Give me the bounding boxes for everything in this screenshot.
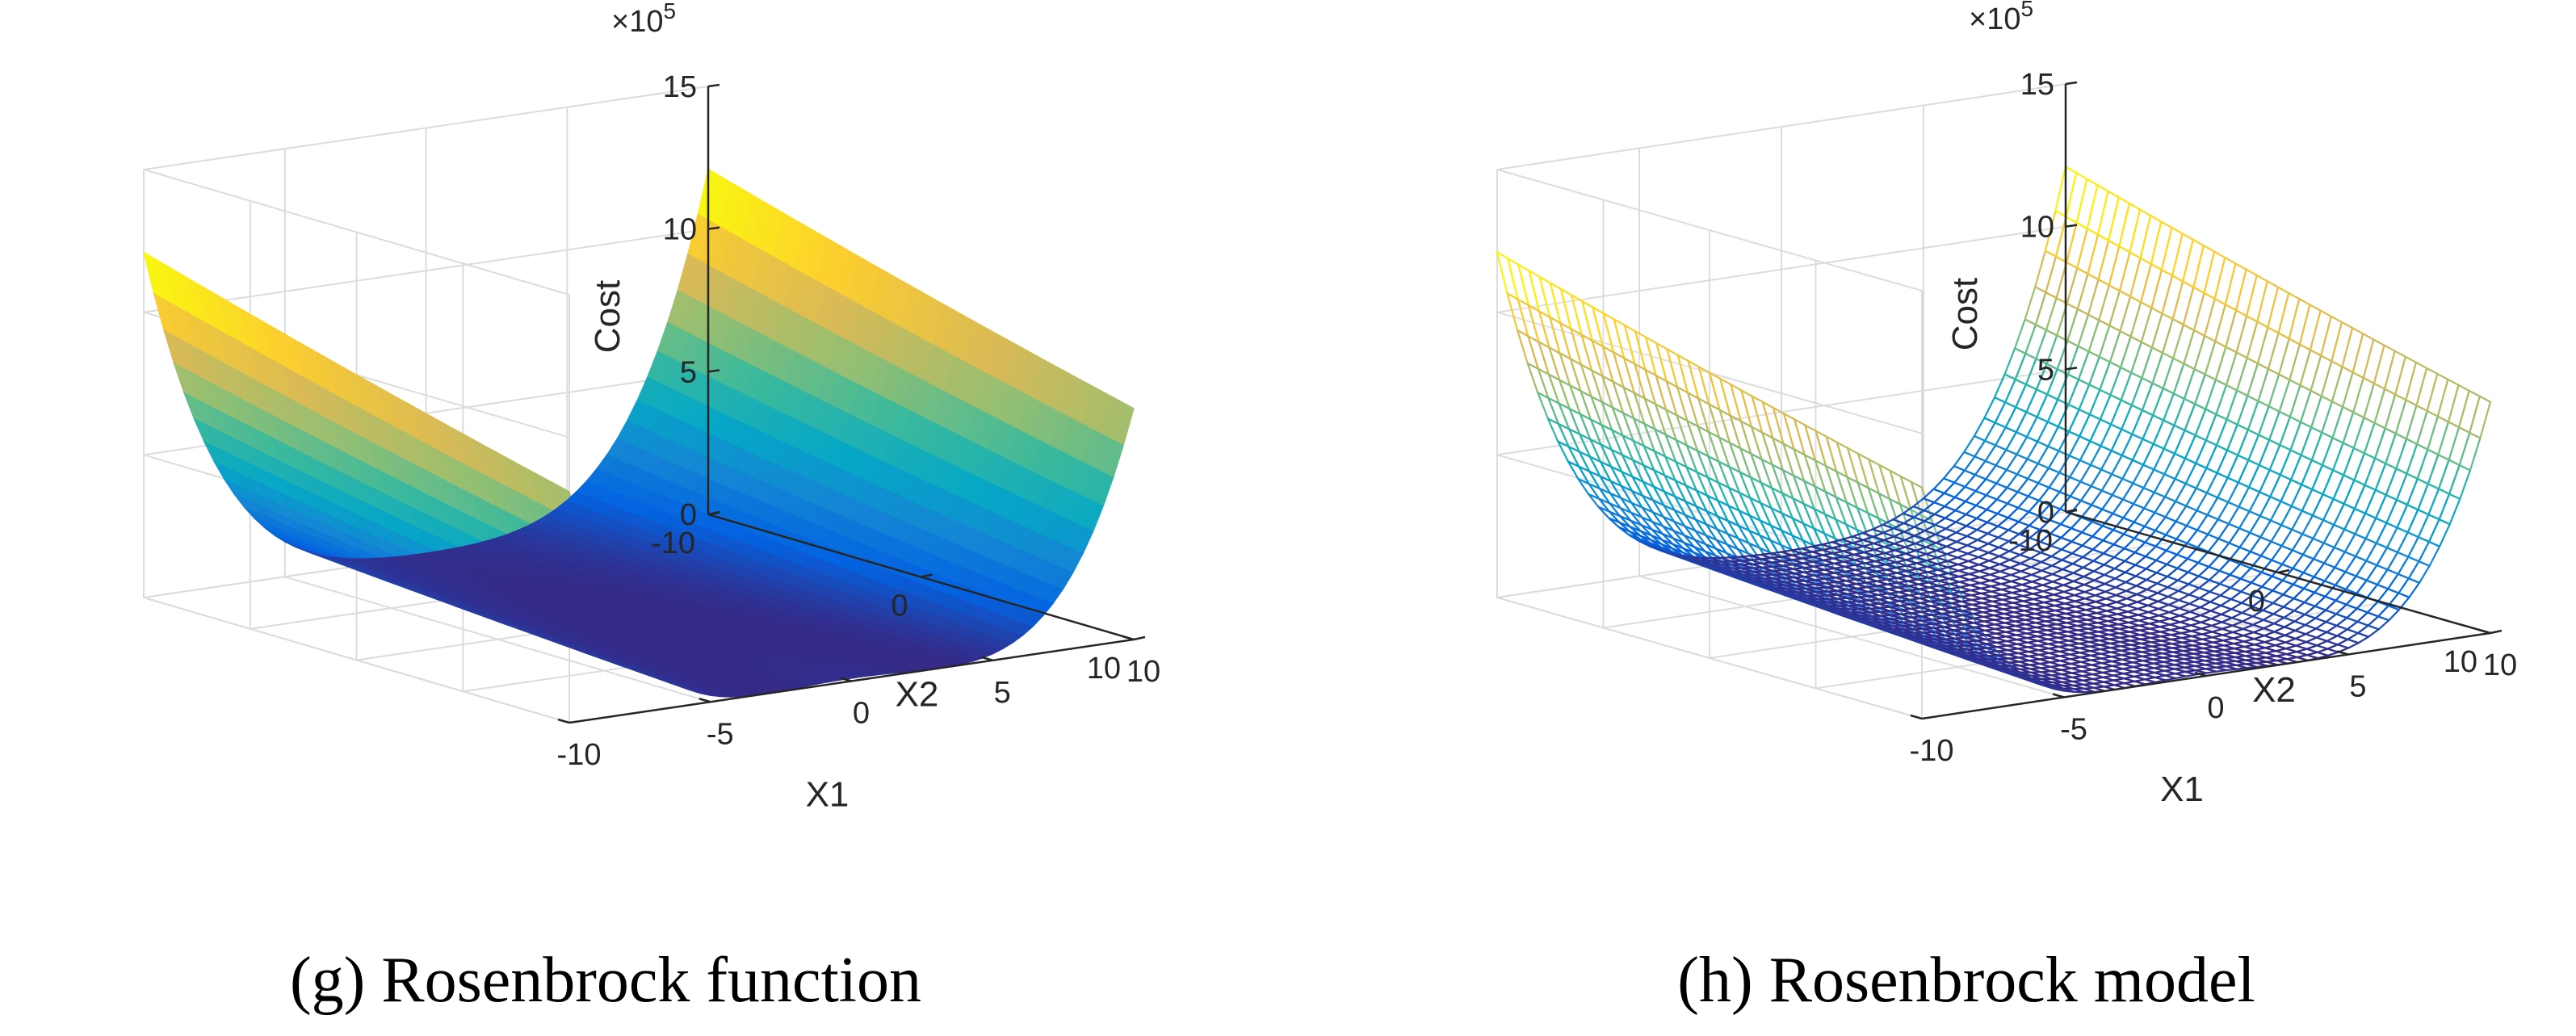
x1-tick-label: 5 <box>2349 670 2366 704</box>
x1-tick-mark <box>2052 693 2065 698</box>
surface <box>143 168 1135 698</box>
cost-exponent-label: ×105 <box>611 0 676 39</box>
x2-axis-label: X2 <box>896 675 939 715</box>
x2-tick-mark <box>921 573 933 578</box>
x1-tick-label: 10 <box>1126 655 1160 689</box>
x1-tick-label: -10 <box>1910 734 1954 768</box>
x1-axis-label: X1 <box>806 775 850 815</box>
x1-tick-label: 5 <box>994 676 1011 710</box>
cost-tick-mark <box>707 226 720 230</box>
x2-tick-label: 0 <box>2248 585 2265 619</box>
x1-tick-mark <box>2336 650 2349 656</box>
x1-tick-label: -5 <box>707 717 734 751</box>
cost-tick-mark <box>707 369 720 373</box>
cost-tick-mark <box>2065 81 2078 86</box>
cost-axis-label: Cost <box>588 280 627 353</box>
x2-tick-label: 0 <box>891 589 908 623</box>
x2-tick-label: -10 <box>2008 524 2053 558</box>
x2-tick-mark <box>2065 508 2078 514</box>
x1-tick-mark <box>557 718 570 724</box>
x1-tick-mark <box>2478 628 2491 635</box>
x2-tick-label: 10 <box>1087 652 1121 686</box>
x2-tick-label: -10 <box>651 526 695 560</box>
x2-tick-label: 10 <box>2444 645 2477 679</box>
cost-exponent: 5 <box>663 0 676 23</box>
x1-tick-label: 0 <box>2207 691 2224 725</box>
caption-g: (g) Rosenbrock function <box>290 945 921 1016</box>
cost-tick-label: 10 <box>2020 211 2054 245</box>
x1-tick-label: 10 <box>2483 648 2517 682</box>
cost-tick-mark <box>707 83 720 88</box>
x1-tick-mark <box>2194 671 2207 677</box>
x1-tick-label: 0 <box>853 697 870 731</box>
x1-tick-mark <box>980 656 993 661</box>
cost-axis-label: Cost <box>1945 278 1985 350</box>
cost-tick-label: 5 <box>2037 353 2054 387</box>
x2-tick-mark <box>2490 629 2503 635</box>
x1-tick-mark <box>1910 714 1923 720</box>
cost-tick-label: 0 <box>2037 496 2054 530</box>
cost-tick-mark <box>2065 224 2078 228</box>
surface <box>1496 165 2492 694</box>
cost-tick-label: 15 <box>2020 68 2054 102</box>
cost-tick-label: 10 <box>663 213 697 247</box>
cost-tick-label: 0 <box>680 498 697 532</box>
x2-tick-mark <box>707 510 720 516</box>
cost-tick-mark <box>2065 367 2078 371</box>
cost-tick-label: 5 <box>680 355 697 389</box>
x1-tick-mark <box>1122 635 1135 641</box>
x1-tick-label: -5 <box>2060 713 2087 747</box>
caption-h: (h) Rosenbrock model <box>1677 945 2255 1016</box>
cost-tick-label: 15 <box>663 70 697 104</box>
cost-exponent-label: ×105 <box>1969 0 2033 36</box>
x1-tick-mark <box>840 677 852 682</box>
x1-axis-label: X1 <box>2160 770 2204 809</box>
x2-axis-label: X2 <box>2252 670 2296 710</box>
x2-tick-mark <box>2277 568 2290 574</box>
x1-tick-mark <box>699 698 711 703</box>
x2-tick-mark <box>1133 635 1146 641</box>
x1-tick-label: -10 <box>557 738 602 772</box>
cost-exponent: 5 <box>2020 0 2033 21</box>
